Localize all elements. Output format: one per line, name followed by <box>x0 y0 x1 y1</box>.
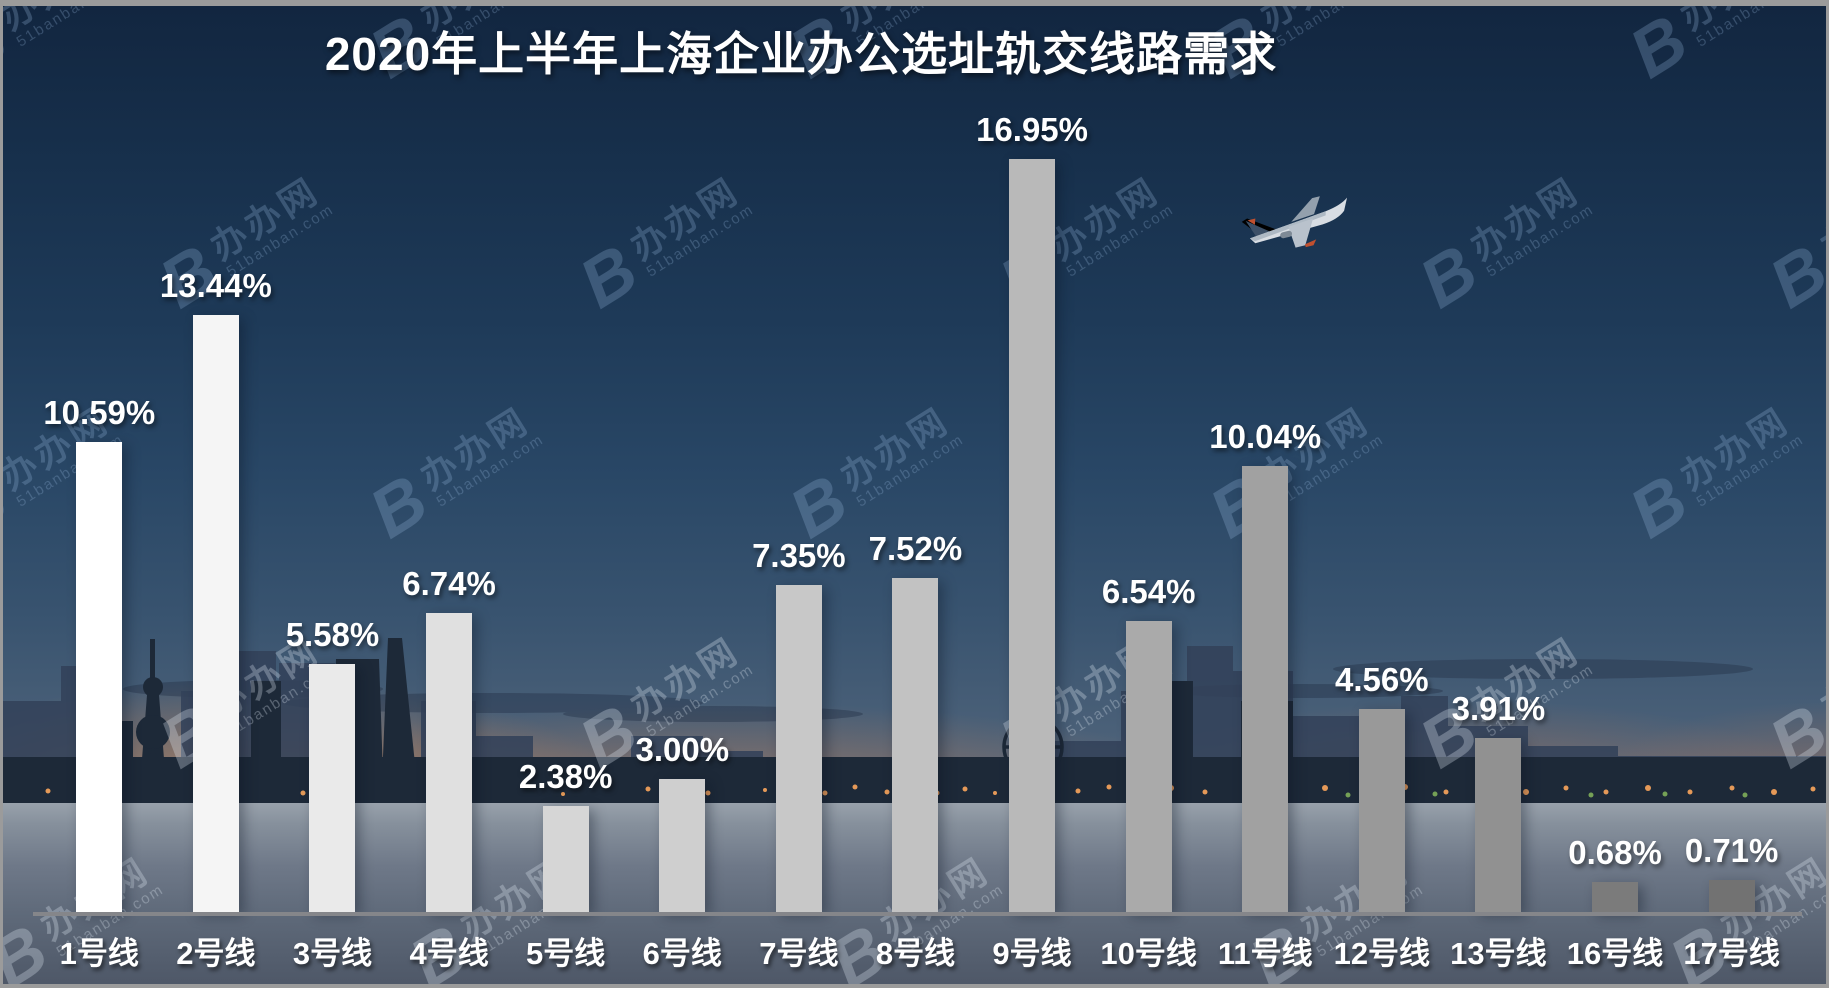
bar-value-label: 4.56% <box>1335 661 1429 698</box>
category-slot: 12号线 <box>1324 928 1441 973</box>
category-slot: 8号线 <box>857 928 974 973</box>
bar-value-label: 6.74% <box>402 565 496 602</box>
bar-slot: 16.95% <box>974 111 1091 912</box>
category-slot: 5号线 <box>507 928 624 973</box>
bar <box>192 315 239 912</box>
category-label: 8号线 <box>875 936 956 971</box>
category-axis: 1号线 2号线 3号线 4号线 5号线 6号线 7号线 8号线 9号线 10号线… <box>41 928 1790 973</box>
bar-slot: 7.52% <box>857 530 974 912</box>
category-slot: 4号线 <box>391 928 508 973</box>
category-slot: 9号线 <box>974 928 1091 973</box>
category-label: 10号线 <box>1100 936 1197 971</box>
airplane-icon <box>1241 196 1348 248</box>
bar <box>542 806 589 912</box>
bar-value-label: 3.91% <box>1451 690 1546 727</box>
category-label: 13号线 <box>1450 936 1547 971</box>
bar-slot: 0.71% <box>1673 832 1790 912</box>
category-label: 5号线 <box>526 936 606 971</box>
category-label: 16号线 <box>1566 936 1664 971</box>
bar-slot: 2.38% <box>507 758 624 912</box>
chart-title: 2020年上半年上海企业办公选址轨交线路需求 <box>324 28 1278 80</box>
category-label: 17号线 <box>1683 936 1780 971</box>
bar <box>309 664 356 912</box>
bar <box>1358 709 1405 912</box>
category-label: 7号线 <box>759 936 839 971</box>
category-label: 12号线 <box>1333 936 1431 971</box>
category-label: 1号线 <box>59 936 139 971</box>
bar-value-label: 0.71% <box>1684 832 1779 869</box>
bar <box>775 585 822 912</box>
bar-value-label: 5.58% <box>285 616 380 653</box>
category-label: 4号线 <box>409 936 489 971</box>
bar-slot: 6.54% <box>1090 573 1207 912</box>
bar-slot: 10.04% <box>1207 418 1324 912</box>
bar <box>76 442 123 912</box>
bar-value-label: 7.52% <box>868 530 963 567</box>
category-slot: 6号线 <box>624 928 741 973</box>
bar <box>659 779 706 912</box>
bar-value-label: 16.95% <box>976 111 1089 148</box>
category-label: 2号线 <box>176 936 256 971</box>
bar <box>1009 159 1056 912</box>
bar <box>1125 621 1172 912</box>
bar-value-label: 0.68% <box>1568 834 1662 871</box>
category-label: 11号线 <box>1217 936 1313 971</box>
bar-chart: 10.59% 13.44% 5.58% 6.74% 2.38% 3.00% 7.… <box>33 6 1802 984</box>
category-label: 3号线 <box>292 936 373 971</box>
category-label: 6号线 <box>642 936 722 971</box>
bar-slot: 0.68% <box>1557 834 1674 912</box>
bar <box>1475 738 1522 912</box>
bar <box>1242 466 1289 912</box>
bar-slot: 4.56% <box>1324 661 1441 912</box>
category-slot: 7号线 <box>741 928 858 973</box>
oriental-pearl-tower <box>129 639 177 803</box>
bar-slot: 3.91% <box>1440 690 1557 912</box>
bar-value-label: 13.44% <box>159 267 272 304</box>
bar-slot: 3.00% <box>624 731 741 912</box>
bar-slot: 6.74% <box>391 565 508 912</box>
bar-value-label: 6.54% <box>1101 573 1196 610</box>
category-slot: 1号线 <box>41 928 158 973</box>
bar-value-label: 10.04% <box>1209 418 1322 455</box>
category-slot: 2号线 <box>158 928 275 973</box>
bar-slot: 5.58% <box>274 616 391 912</box>
bar-value-label: 2.38% <box>518 758 613 795</box>
bar <box>426 613 473 912</box>
category-slot: 11号线 <box>1207 928 1324 973</box>
bar-value-label: 10.59% <box>43 394 156 431</box>
category-slot: 3号线 <box>274 928 391 973</box>
bar <box>892 578 939 912</box>
category-slot: 13号线 <box>1440 928 1557 973</box>
bar <box>1708 880 1755 912</box>
bar-slot: 7.35% <box>741 537 858 912</box>
category-slot: 17号线 <box>1673 928 1790 973</box>
category-slot: 16号线 <box>1557 928 1674 973</box>
category-slot: 10号线 <box>1090 928 1207 973</box>
category-label: 9号线 <box>992 936 1072 971</box>
bar-slot: 13.44% <box>158 267 275 912</box>
bar-value-label: 3.00% <box>635 731 730 768</box>
bars-row: 10.59% 13.44% 5.58% 6.74% 2.38% 3.00% 7.… <box>41 6 1790 912</box>
bar <box>1592 882 1639 912</box>
x-axis-line <box>33 912 1802 916</box>
bar-slot: 10.59% <box>41 394 158 912</box>
bar-value-label: 7.35% <box>752 537 846 574</box>
